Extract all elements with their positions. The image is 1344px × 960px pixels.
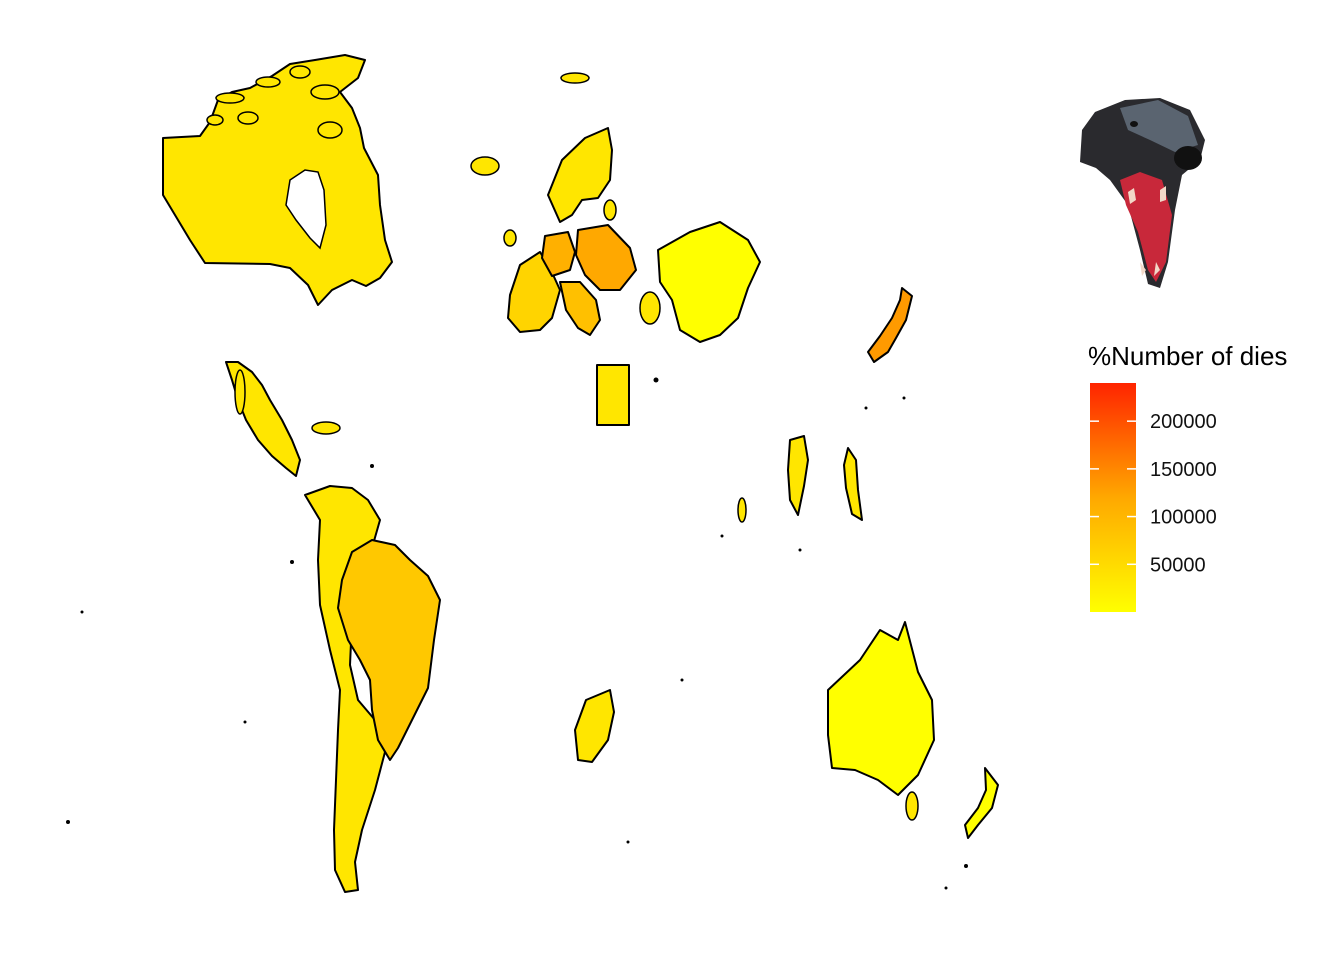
legend-tick-label: 200000 bbox=[1150, 411, 1217, 433]
region-japan[interactable] bbox=[867, 287, 913, 363]
legend-title: %Number of dies bbox=[1088, 341, 1287, 371]
arctic-islands bbox=[206, 65, 919, 821]
region-eastern-europe[interactable] bbox=[575, 224, 637, 291]
tiny-islands bbox=[66, 377, 968, 890]
region-scandinavia[interactable] bbox=[547, 127, 613, 223]
region-south-america[interactable] bbox=[304, 485, 386, 893]
legend-colorbar bbox=[1090, 383, 1136, 612]
region-southeast-asia[interactable] bbox=[787, 435, 809, 516]
legend: %Number of dies 200000 150000 100000 50000 bbox=[1088, 341, 1287, 612]
region-new-zealand[interactable] bbox=[964, 767, 999, 839]
legend-tick-label: 150000 bbox=[1150, 459, 1217, 481]
region-italy[interactable] bbox=[559, 281, 601, 336]
legend-tick-label: 50000 bbox=[1150, 554, 1206, 576]
region-australia[interactable] bbox=[827, 621, 935, 796]
region-central-asia[interactable] bbox=[657, 221, 761, 343]
dog-head-photo bbox=[1080, 98, 1205, 288]
legend-tick-label: 100000 bbox=[1150, 507, 1217, 529]
region-brazil[interactable] bbox=[337, 539, 441, 761]
region-germany[interactable] bbox=[541, 231, 576, 277]
region-south-africa[interactable] bbox=[574, 689, 615, 763]
region-egypt[interactable] bbox=[596, 364, 630, 426]
region-western-europe[interactable] bbox=[507, 251, 561, 333]
region-philippines[interactable] bbox=[843, 447, 863, 521]
legend-ticks: 200000 150000 100000 50000 bbox=[1090, 411, 1217, 576]
region-canada[interactable] bbox=[162, 54, 393, 306]
